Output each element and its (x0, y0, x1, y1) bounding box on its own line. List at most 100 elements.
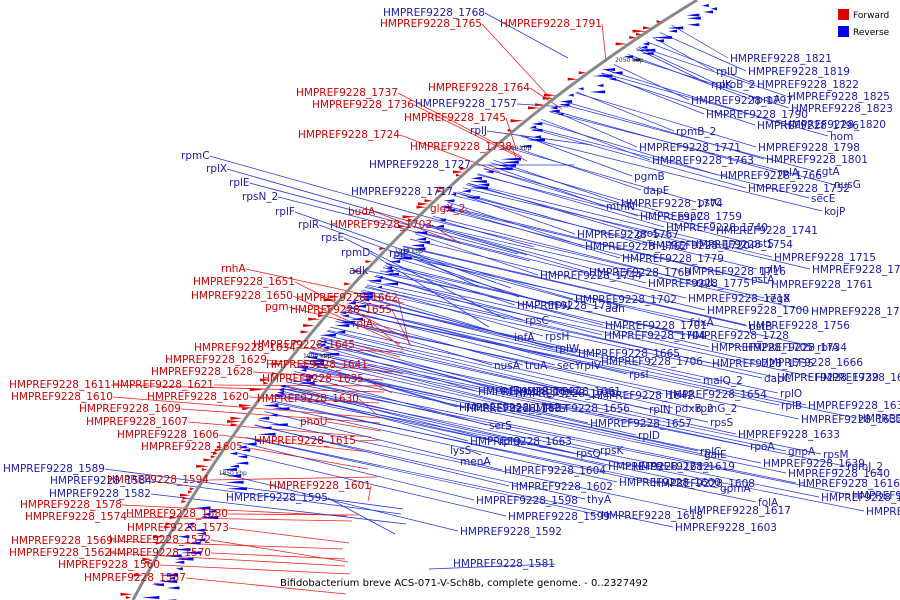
reverse-gene-label: HMPREF9228_1581 (453, 558, 555, 570)
reverse-gene-label: mtnN (606, 201, 635, 213)
forward-connector-line (354, 344, 401, 358)
reverse-gene-label: HMPREF9228_1823 (791, 103, 893, 115)
reverse-gene-arrow (226, 487, 247, 491)
reverse-connector-line (484, 12, 569, 59)
reverse-gene-arrow (141, 596, 160, 599)
reverse-gene-arrow (384, 269, 394, 273)
reverse-gene-arrow (703, 10, 713, 14)
reverse-gene-label: rplC (700, 446, 721, 458)
reverse-gene-arrow (229, 464, 239, 468)
reverse-gene-arrow (257, 432, 276, 436)
reverse-gene-label: HMPREF9228_1657 (590, 418, 692, 430)
forward-gene-label: HMPREF9228_1557 (84, 572, 186, 584)
forward-connector-line (218, 434, 370, 453)
reverse-gene-label: HMPREF9228_1646 (858, 413, 900, 425)
reverse-gene-label: HMPREF9228_1819 (748, 66, 850, 78)
reverse-connector-line (659, 32, 747, 72)
forward-gene-label: HMPREF9228_1765 (380, 18, 482, 30)
forward-gene-label: HMPREF9228_1580 (126, 508, 228, 520)
reverse-gene-arrow (262, 404, 279, 407)
reverse-gene-label: pstS (751, 238, 774, 250)
reverse-connector-line (384, 265, 744, 348)
reverse-connector-line (613, 64, 690, 101)
reverse-gene-arrow (254, 439, 260, 443)
forward-gene-label: HMPREF9228_1630 (257, 393, 359, 405)
forward-connector-line (121, 504, 348, 517)
forward-gene-label: HMPREF9228_1574 (25, 511, 127, 523)
forward-gene-label: HMPREF9228_1645 (253, 339, 355, 351)
reverse-connector-line (483, 168, 715, 231)
forward-gene-arrow (293, 340, 302, 343)
reverse-gene-arrow (686, 13, 700, 17)
reverse-gene-label: rpsH (545, 331, 569, 343)
reverse-connector-line (340, 314, 524, 366)
reverse-gene-label: HMPREF9228_1599 (508, 511, 610, 523)
reverse-connector-line (276, 394, 719, 489)
reverse-connector-line (309, 351, 787, 452)
scale-tick-label: 1950 kbp (395, 248, 423, 255)
reverse-gene-label: pstA (751, 274, 775, 286)
forward-gene-arrow (528, 106, 540, 110)
reverse-connector-line (258, 419, 688, 511)
forward-connector-line (126, 516, 353, 522)
reverse-gene-arrow (280, 384, 286, 388)
reverse-gene-arrow (272, 407, 290, 411)
reverse-gene-label: HMPREF9228_1740 (666, 222, 768, 234)
reverse-gene-label: HMPREF9228_1821 (730, 53, 832, 65)
reverse-connector-line (466, 184, 690, 245)
reverse-gene-label: rplA (778, 167, 800, 179)
reverse-gene-label: HMPREF9228_1796 (757, 120, 859, 132)
reverse-gene-arrow (596, 84, 604, 87)
reverse-connector-line (477, 174, 750, 244)
forward-gene-arrow (329, 295, 340, 299)
reverse-gene-arrow (225, 474, 242, 478)
reverse-connector-line (283, 385, 575, 454)
forward-connector-line (112, 540, 344, 550)
forward-gene-arrow (643, 26, 652, 30)
reverse-gene-label: groS (636, 228, 660, 240)
reverse-gene-arrow (349, 317, 364, 321)
reverse-gene-arrow (202, 512, 211, 516)
reverse-gene-arrow (258, 416, 270, 420)
reverse-gene-label: HMPREF9228_1734 (745, 342, 847, 354)
reverse-gene-arrow (339, 311, 347, 315)
forward-gene-arrow (456, 173, 461, 177)
reverse-gene-arrow (193, 538, 206, 542)
reverse-gene-label: rplD (638, 430, 660, 442)
forward-gene-arrow (544, 93, 557, 97)
reverse-gene-arrow (441, 205, 452, 209)
forward-connector-line (110, 552, 346, 567)
reverse-gene-label: gpmA (720, 483, 752, 495)
reverse-gene-arrow (334, 324, 350, 327)
reverse-gene-label: HMPREF9228_1720 (648, 240, 750, 252)
forward-gene-arrow (188, 490, 193, 494)
reverse-gene-label: HMPREF9228_1639 (763, 458, 865, 470)
forward-gene-arrow (507, 128, 513, 132)
reverse-connector-line (490, 162, 677, 217)
forward-gene-label: HMPREF9228_1629 (165, 354, 267, 366)
reverse-gene-label: rbfA (817, 342, 840, 354)
forward-connector-line (413, 104, 528, 162)
reverse-gene-label: HMPREF9228_1589 (3, 463, 105, 475)
reverse-gene-label: rplM (759, 264, 782, 276)
reverse-gene-arrow (415, 237, 427, 241)
reverse-gene-label: rplK (711, 79, 733, 91)
reverse-connector-line (564, 101, 765, 160)
reverse-connector-line (440, 208, 683, 272)
reverse-gene-label: pdxB_2 (675, 403, 714, 415)
reverse-connector-line (403, 245, 747, 326)
reverse-connector-line (507, 147, 697, 203)
reverse-gene-arrow (261, 426, 272, 430)
forward-gene-arrow (632, 29, 647, 33)
reverse-gene-arrow (224, 480, 244, 484)
reverse-gene-arrow (470, 176, 482, 180)
reverse-connector-line (471, 450, 482, 456)
forward-gene-label: HMPREF9228_1573 (127, 522, 229, 534)
forward-gene-arrow (203, 458, 214, 462)
reverse-gene-label: galE (704, 449, 727, 461)
reverse-gene-arrow (641, 45, 648, 49)
reverse-gene-label: HMPREF9228_1825 (788, 91, 890, 103)
reverse-gene-label: HMPREF9228_1702 (575, 294, 677, 306)
reverse-connector-line (271, 401, 757, 503)
